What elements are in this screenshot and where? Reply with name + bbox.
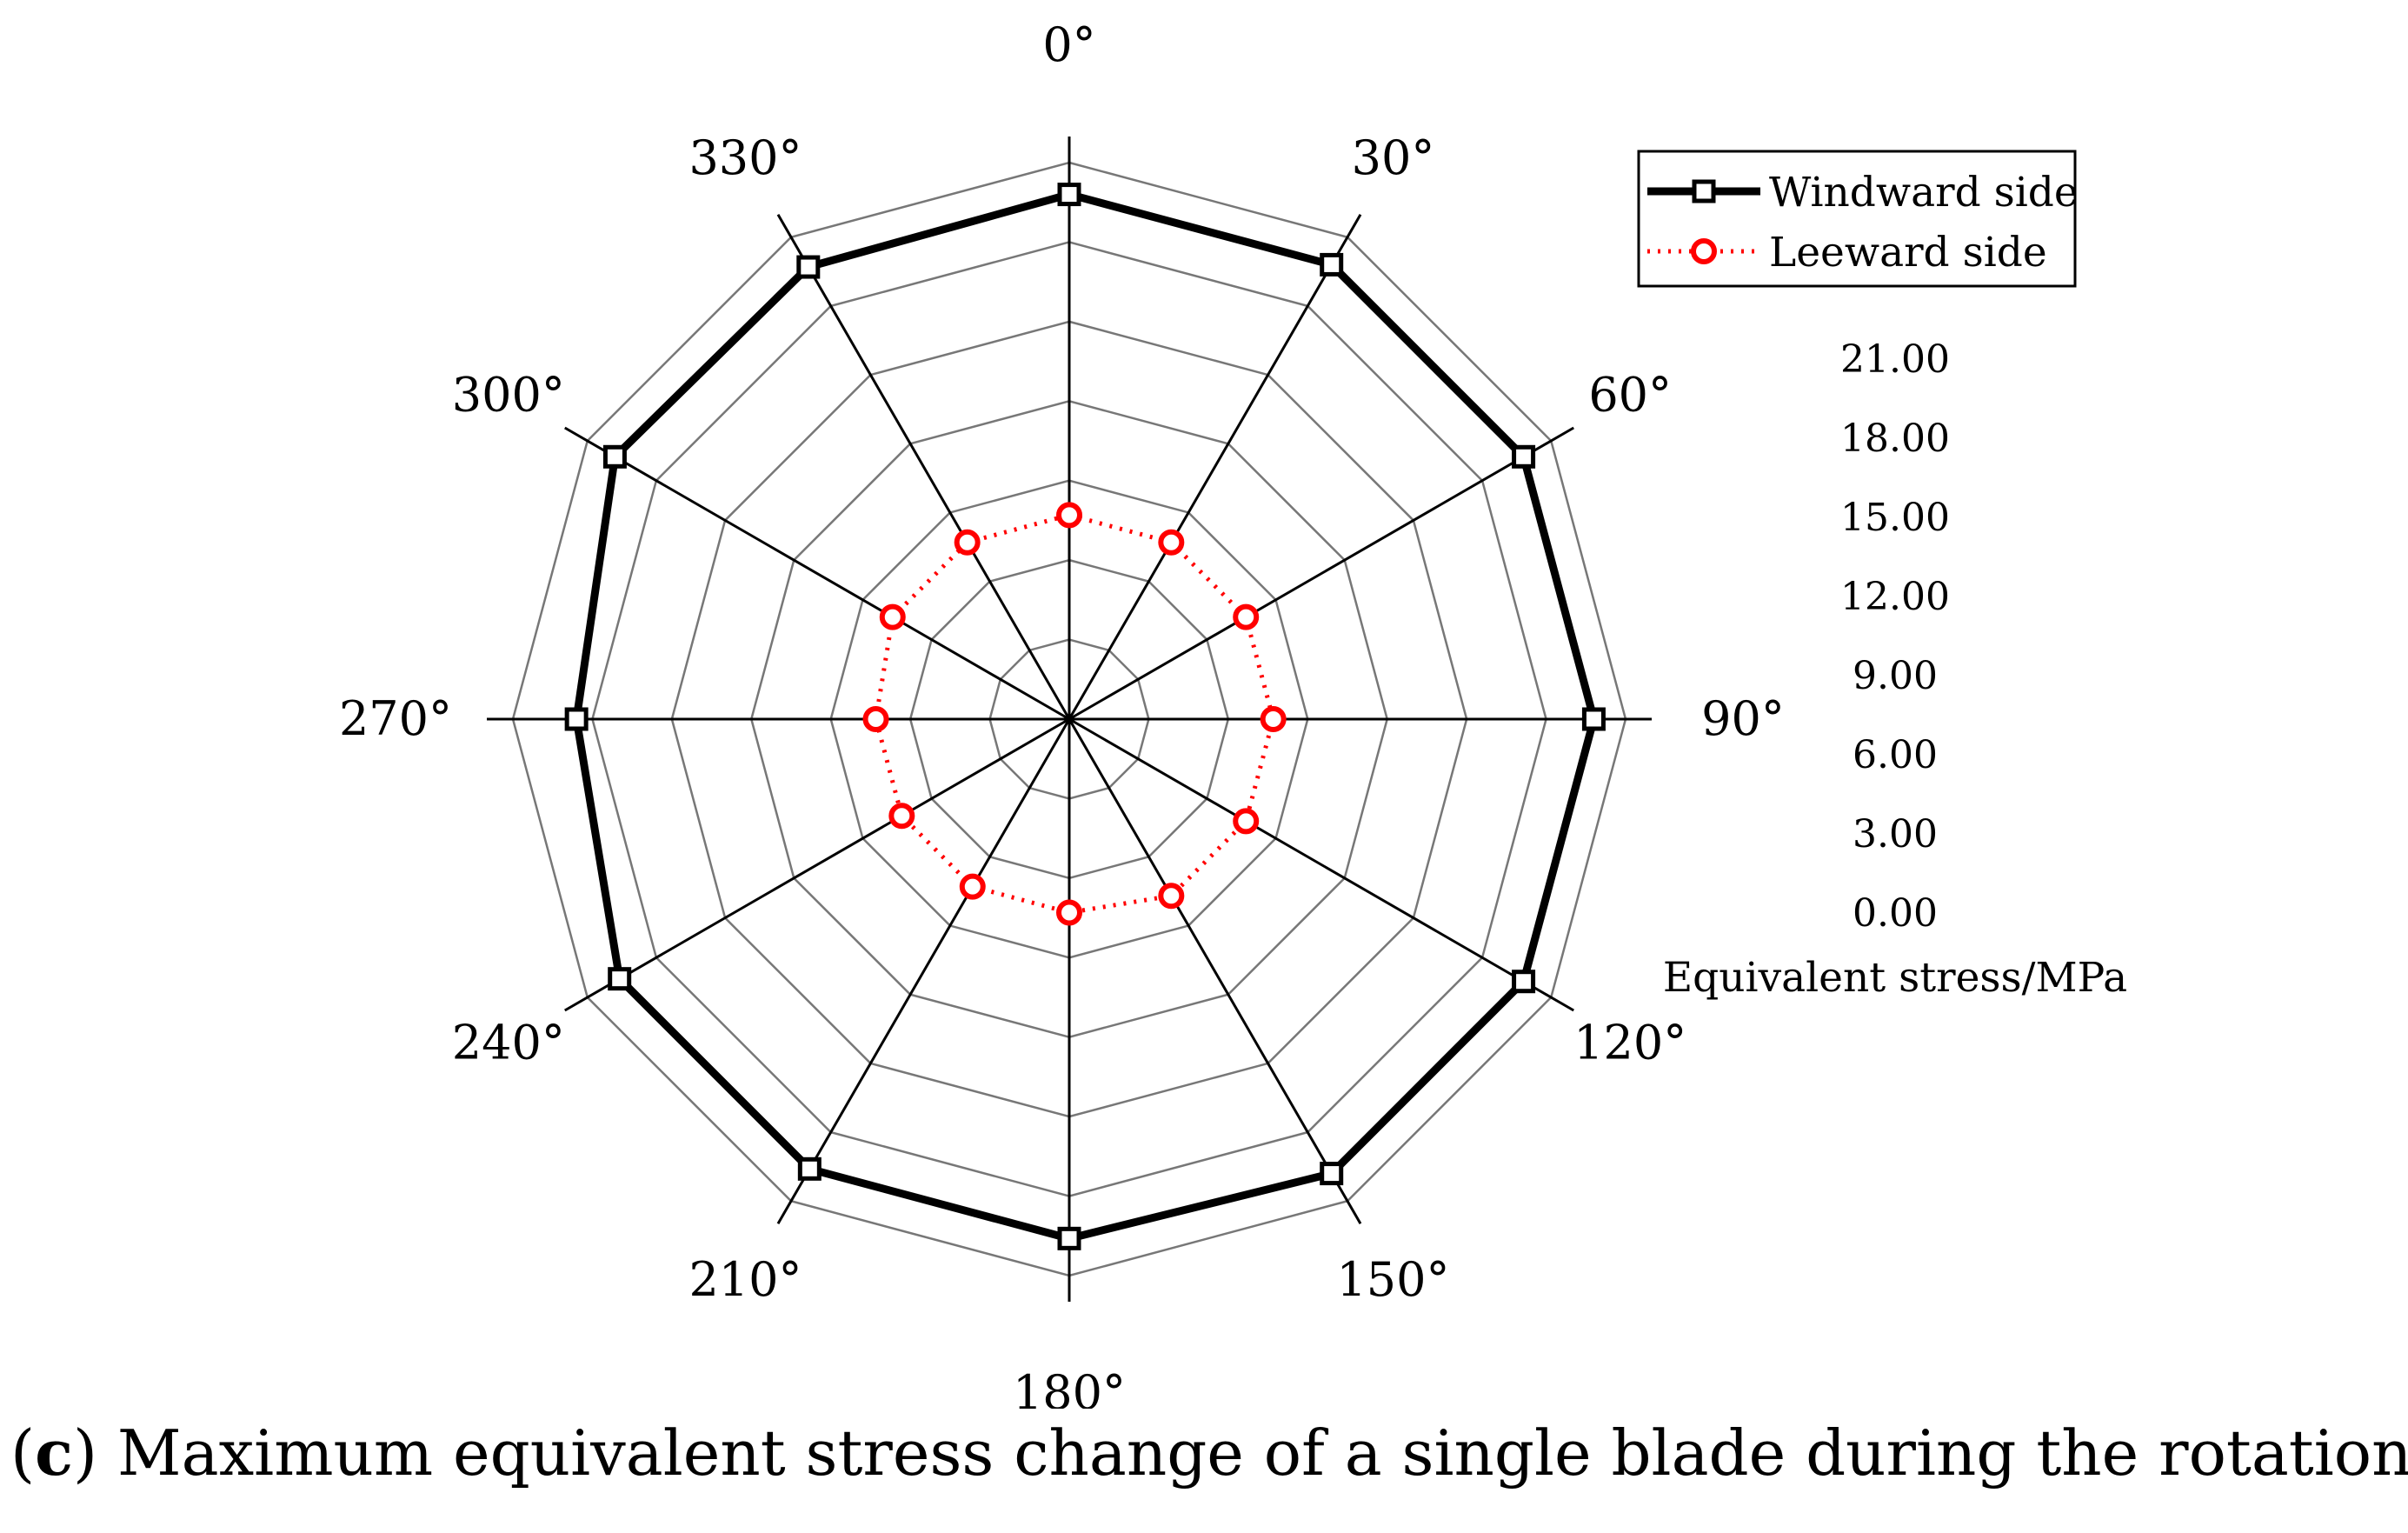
windward-point-330deg bbox=[796, 255, 821, 279]
angle-label: 300° bbox=[452, 368, 565, 423]
leeward-point-30deg bbox=[1158, 529, 1185, 556]
radial-tick-label: 9.00 bbox=[1853, 654, 1938, 698]
leeward-point-120deg bbox=[1233, 808, 1260, 835]
leeward-point-330deg bbox=[954, 529, 981, 556]
windward-point-90deg bbox=[1581, 707, 1606, 731]
spoke-300deg bbox=[564, 426, 1070, 721]
radial-tick-label: 12.00 bbox=[1840, 575, 1950, 619]
radial-axis-label: Equivalent stress/MPa bbox=[1663, 954, 2127, 1002]
spoke-240deg bbox=[564, 717, 1070, 1012]
angle-label: 210° bbox=[688, 1252, 802, 1307]
legend: Windward side Leeward side bbox=[1637, 150, 2079, 288]
angle-labels: 0° 30° 60° 90° 120° 150° 180° 210° 240° 270° 300° 3… bbox=[339, 17, 1785, 1409]
spoke-120deg bbox=[1068, 717, 1574, 1012]
series-line-leeward bbox=[873, 512, 1276, 916]
windward-point-300deg bbox=[602, 444, 627, 469]
angle-label: 150° bbox=[1336, 1252, 1449, 1307]
legend-leeward-label: Leeward side bbox=[1769, 229, 2047, 277]
angle-spokes bbox=[487, 137, 1652, 1302]
angle-label: 30° bbox=[1352, 130, 1435, 185]
angle-label: 180° bbox=[1013, 1365, 1126, 1409]
leeward-point-300deg bbox=[879, 603, 906, 630]
spoke-150deg bbox=[1068, 718, 1362, 1224]
spoke-30deg bbox=[1068, 214, 1362, 720]
leeward-point-0deg bbox=[1056, 502, 1082, 529]
legend-windward-label: Windward side bbox=[1769, 169, 2079, 217]
spoke-60deg bbox=[1068, 426, 1574, 721]
angle-label: 0° bbox=[1042, 17, 1095, 72]
angle-label: 90° bbox=[1701, 691, 1785, 746]
series-layer bbox=[564, 183, 1606, 1250]
angle-label: 60° bbox=[1588, 368, 1672, 423]
windward-point-0deg bbox=[1057, 183, 1081, 207]
legend-windward-marker bbox=[1692, 179, 1716, 203]
leeward-point-90deg bbox=[1260, 706, 1287, 732]
leeward-point-240deg bbox=[888, 803, 915, 830]
leeward-point-180deg bbox=[1056, 899, 1082, 926]
angle-label: 270° bbox=[339, 691, 452, 746]
radial-tick-label: 6.00 bbox=[1853, 733, 1938, 777]
leeward-point-270deg bbox=[862, 706, 889, 732]
windward-point-180deg bbox=[1057, 1226, 1081, 1250]
legend-box bbox=[1637, 150, 2077, 288]
windward-point-30deg bbox=[1320, 252, 1344, 277]
leeward-point-60deg bbox=[1233, 603, 1260, 630]
spoke-210deg bbox=[776, 718, 1071, 1224]
radial-tick-label: 15.00 bbox=[1840, 496, 1950, 540]
caption-label: c bbox=[35, 1416, 73, 1490]
radar-chart: 0° 30° 60° 90° 120° 150° 180° 210° 240° 270° 300° 3… bbox=[339, 17, 2127, 1409]
radial-tick-label: 18.00 bbox=[1840, 417, 1950, 461]
figure-caption: (c) Maximum equivalent stress change of … bbox=[10, 1416, 2408, 1490]
angle-label: 120° bbox=[1573, 1016, 1686, 1070]
radial-tick-labels: 21.00 18.00 15.00 12.00 9.00 6.00 3.00 0.00 bbox=[1840, 337, 1950, 936]
windward-point-150deg bbox=[1320, 1162, 1344, 1186]
angle-label: 240° bbox=[452, 1016, 565, 1070]
windward-point-60deg bbox=[1512, 444, 1536, 469]
radial-tick-label: 21.00 bbox=[1840, 337, 1950, 382]
leeward-point-210deg bbox=[959, 873, 986, 900]
spoke-330deg bbox=[776, 214, 1071, 720]
windward-point-270deg bbox=[564, 707, 589, 731]
windward-point-240deg bbox=[608, 967, 632, 991]
series-line-windward bbox=[572, 190, 1599, 1243]
caption-text: Maximum equivalent stress change of a si… bbox=[97, 1416, 2408, 1490]
legend-leeward-marker bbox=[1691, 238, 1717, 264]
angle-label: 330° bbox=[688, 130, 802, 185]
radial-tick-label: 3.00 bbox=[1853, 812, 1938, 856]
windward-point-210deg bbox=[797, 1156, 822, 1181]
radial-tick-label: 0.00 bbox=[1853, 891, 1938, 936]
leeward-point-150deg bbox=[1158, 883, 1185, 910]
windward-point-120deg bbox=[1512, 970, 1536, 994]
